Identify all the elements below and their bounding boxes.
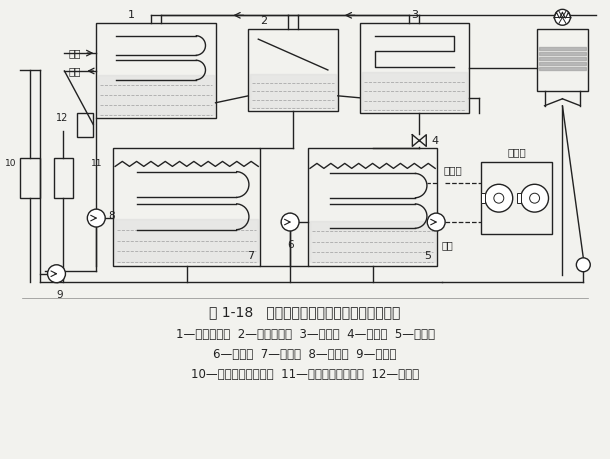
Polygon shape: [115, 219, 258, 262]
Text: 凝水: 凝水: [68, 66, 81, 76]
Text: 7: 7: [247, 251, 254, 261]
Circle shape: [281, 213, 299, 231]
Text: 水泵: 水泵: [441, 240, 453, 250]
Text: 冷风机: 冷风机: [508, 147, 526, 157]
Bar: [481, 162, 553, 234]
Polygon shape: [98, 75, 214, 115]
Bar: [360, 23, 469, 113]
Text: 10—低温溶液热交换器  11—高温溶液热交换器  12—凝水器: 10—低温溶液热交换器 11—高温溶液热交换器 12—凝水器: [191, 368, 419, 381]
Bar: [248, 29, 338, 111]
Bar: [96, 23, 215, 118]
Bar: [308, 149, 437, 266]
Circle shape: [48, 265, 65, 283]
Text: 9: 9: [56, 290, 63, 300]
Circle shape: [521, 184, 548, 212]
Text: 1—高压发生器  2—低压发生器  3—冷凝器  4—节流阀  5—蒸发器: 1—高压发生器 2—低压发生器 3—冷凝器 4—节流阀 5—蒸发器: [176, 328, 434, 341]
Circle shape: [87, 209, 105, 227]
Text: 图 1-18   双效溴化锂吸收式制冷机的工作原理: 图 1-18 双效溴化锂吸收式制冷机的工作原理: [209, 306, 401, 319]
Text: 6—蒸发泵  7—吸收器  8—吸收泵  9—发生泵: 6—蒸发泵 7—吸收器 8—吸收泵 9—发生泵: [214, 348, 396, 361]
Bar: [54, 158, 73, 198]
Text: 4: 4: [431, 135, 439, 146]
Bar: [537, 29, 588, 91]
Text: 5: 5: [424, 251, 431, 261]
Text: 11: 11: [92, 159, 103, 168]
Bar: [517, 193, 521, 203]
Bar: [20, 158, 40, 198]
Polygon shape: [250, 74, 336, 108]
Circle shape: [427, 213, 445, 231]
Circle shape: [554, 9, 570, 25]
Circle shape: [529, 193, 540, 203]
Text: 1: 1: [127, 10, 135, 20]
Text: 12: 12: [56, 112, 68, 123]
Bar: [77, 113, 93, 137]
Bar: [481, 193, 485, 203]
Text: 6: 6: [287, 240, 293, 250]
Text: 冷媒水: 冷媒水: [443, 165, 462, 175]
Polygon shape: [362, 73, 467, 110]
Text: 8: 8: [108, 211, 115, 221]
Text: 2: 2: [260, 16, 267, 26]
Text: 10: 10: [5, 159, 16, 168]
Bar: [113, 149, 260, 266]
Circle shape: [494, 193, 504, 203]
Text: 蒸汽: 蒸汽: [68, 48, 81, 58]
Circle shape: [576, 258, 590, 272]
Polygon shape: [310, 221, 435, 262]
Text: 3: 3: [411, 10, 418, 20]
Circle shape: [485, 184, 513, 212]
